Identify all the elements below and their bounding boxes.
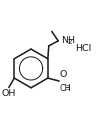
- Text: 2: 2: [67, 39, 72, 45]
- Text: OH: OH: [1, 89, 16, 98]
- Text: CH: CH: [59, 84, 71, 93]
- Text: 3: 3: [65, 85, 70, 91]
- Text: O: O: [60, 70, 67, 79]
- Text: HCl: HCl: [75, 44, 92, 53]
- Text: NH: NH: [61, 36, 75, 45]
